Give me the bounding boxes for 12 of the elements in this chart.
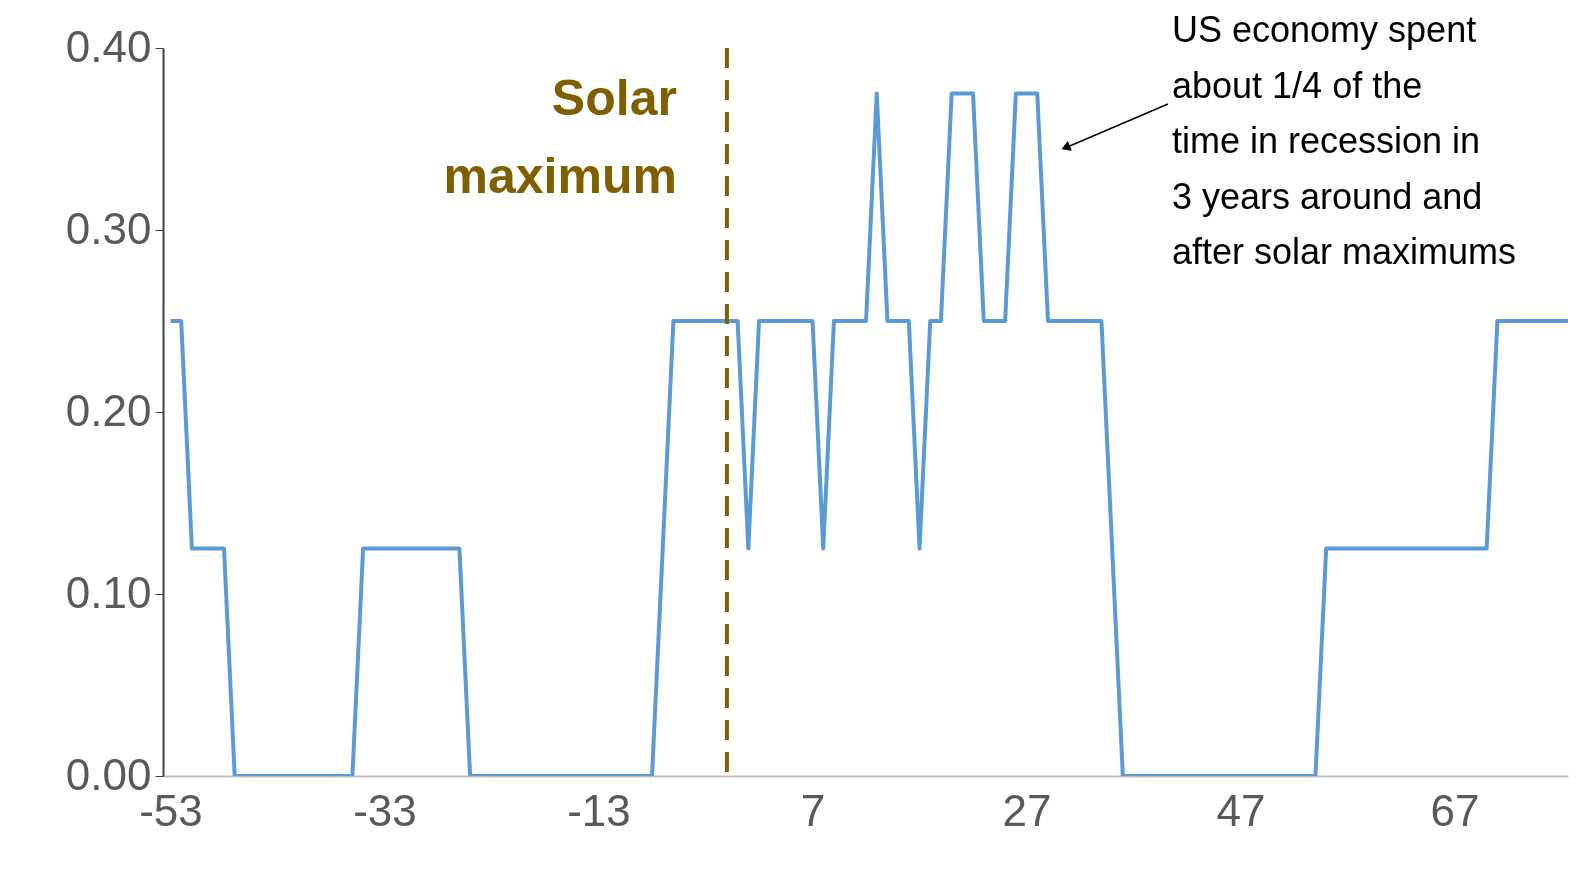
y-tick-label: 0.10 [65,567,152,617]
x-tick-label: 7 [800,785,826,835]
x-tick-label: 27 [1002,785,1052,835]
x-tick-label: -13 [567,785,631,835]
y-tick-label: 0.20 [65,385,152,435]
x-tick-label: -33 [353,785,417,835]
annotation: US economy spent about 1/4 of the time in recession in 3 years around and after solar maximums [1172,9,1517,272]
ref-line-label: Solar maximum [443,70,677,204]
x-tick-label: 67 [1430,785,1480,835]
y-tick-label: 0.30 [65,203,152,253]
x-tick-label: 47 [1216,785,1266,835]
y-tick-label: 0.40 [65,21,152,71]
